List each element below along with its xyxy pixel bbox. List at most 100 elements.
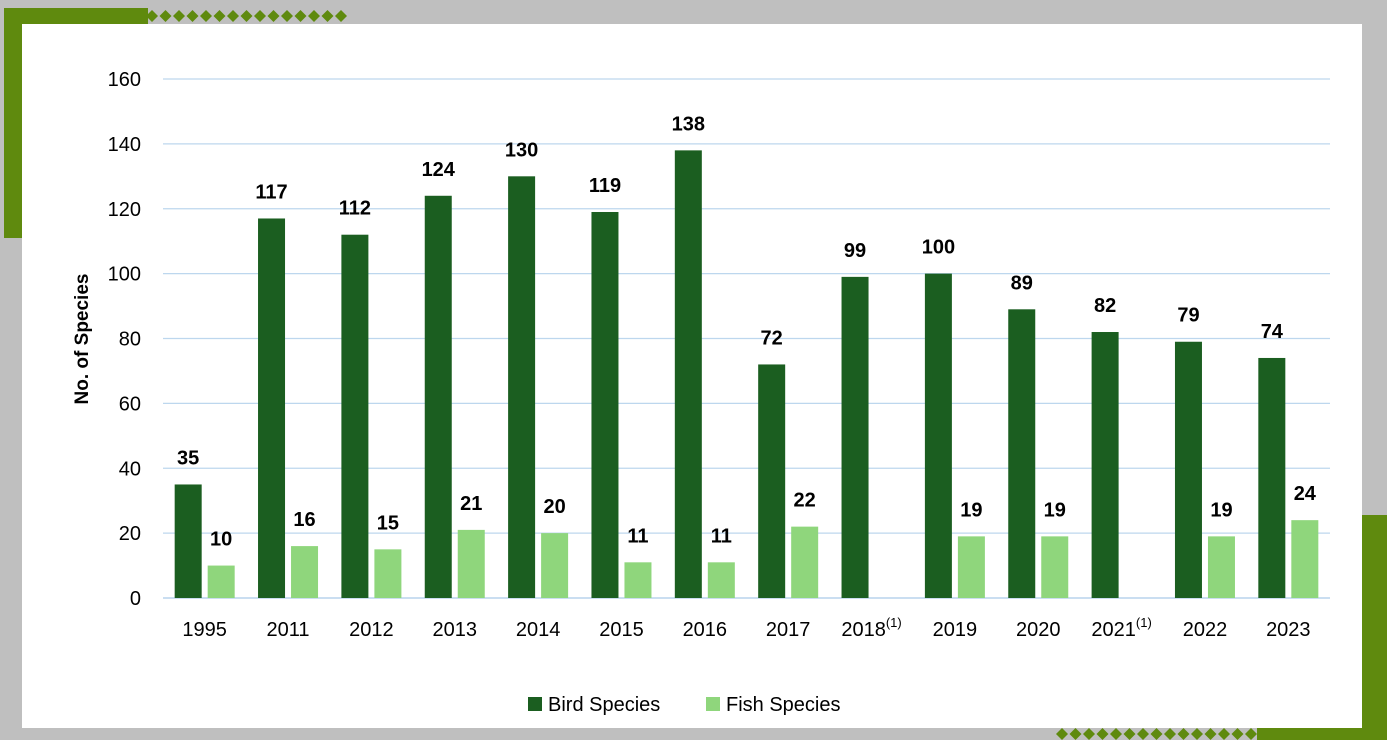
y-tick-label: 140 [108,134,141,156]
y-tick-label: 80 [119,329,141,351]
bar-fish-species [374,549,402,598]
data-label: 82 [1094,295,1116,317]
data-label: 11 [627,525,648,547]
data-label: 130 [505,139,538,161]
diamond-ornament [321,10,334,22]
diamond-ornament [1056,728,1068,740]
bar-bird-species [841,276,869,598]
bar-bird-species [591,211,619,598]
diamond-ornament [159,10,172,22]
top-diamond-strip [146,10,347,22]
bar-bird-species [341,234,369,598]
top-left-accent-bar [4,8,148,24]
diamond-ornament [1083,728,1095,740]
x-tick-label: 1995 [182,619,227,641]
data-label: 19 [960,499,982,521]
data-label: 117 [255,181,287,203]
data-label: 79 [1177,305,1199,327]
legend-label: Bird Species [548,694,660,716]
diamond-ornament [213,10,226,22]
diamond-ornament [1231,728,1244,740]
diamond-ornament [186,10,199,22]
y-tick-label: 60 [119,393,141,415]
x-tick-label: 2019 [933,619,978,641]
x-tick-label: 2013 [433,619,478,641]
right-accent-bar [1362,515,1387,740]
legend-swatch [706,697,720,711]
bar-fish-species [1291,520,1319,598]
bar-fish-species [291,546,319,598]
x-tick-label: 2023 [1266,619,1311,641]
data-label: 99 [844,240,866,262]
bar-fish-species [457,529,485,598]
bar-bird-species [174,484,202,598]
y-tick-label: 20 [119,523,141,545]
bar-bird-species [1258,357,1286,598]
data-label: 119 [589,175,621,197]
bars [174,150,1319,599]
data-labels: 35 10 117 16 112 15 124 21 130 20 119 11 138 11 72 22 99… [177,113,1317,550]
diamond-ornament [267,10,280,22]
diamond-ornament [1164,728,1176,740]
diamond-ornament [308,10,320,22]
bar-fish-species [1207,536,1235,598]
bar-bird-species [674,150,702,599]
y-tick-labels: 0 20 40 60 80 100 120 140 160 [108,69,141,610]
y-tick-label: 160 [108,69,141,91]
bar-bird-species [424,195,452,598]
diamond-ornament [1096,728,1109,740]
diamond-ornament [335,10,347,22]
data-label: 21 [460,493,482,515]
diamond-ornament [1191,728,1203,740]
data-label: 22 [794,490,816,512]
diamond-ornament [146,10,158,22]
x-tick-label: 2016 [683,619,728,641]
y-tick-label: 120 [108,199,141,221]
data-label: 15 [377,512,399,534]
diamond-ornament [1150,728,1163,740]
diamond-ornament [1123,728,1136,740]
x-tick-labels: 1995 2011 2012 2013 2014 2015 2016 2017 2018(1) 2… [182,615,1310,641]
data-label: 89 [1011,272,1033,294]
bar-bird-species [258,218,286,598]
diamond-ornament [1245,728,1257,740]
diamond-ornament [294,10,307,22]
bar-fish-species [707,562,735,598]
diamond-ornament [173,10,185,22]
y-tick-label: 100 [108,264,141,286]
diamond-ornament [240,10,253,22]
data-label: 100 [922,237,955,259]
bar-fish-species [957,536,985,598]
x-tick-label: 2017 [766,619,811,641]
data-label: 16 [293,509,315,531]
bar-bird-species [924,273,952,598]
x-tick-label: 2022 [1183,619,1228,641]
diamond-ornament [1218,728,1230,740]
data-label: 74 [1261,321,1284,343]
diamond-ornament [1137,728,1149,740]
data-label: 20 [543,496,565,518]
y-axis-title: No. of Species [72,274,93,405]
legend-label: Fish Species [726,694,841,716]
bar-bird-species [1008,309,1036,598]
bar-bird-species [508,176,536,598]
data-label: 138 [672,113,705,135]
diamond-ornament [254,10,266,22]
bar-fish-species [791,526,819,598]
data-label: 112 [339,198,371,220]
left-accent-bar [4,8,24,238]
bar-fish-species [624,562,652,598]
data-label: 124 [422,159,456,181]
x-tick-label: 2021(1) [1091,615,1151,641]
x-tick-label: 2012 [349,619,394,641]
bar-bird-species [758,364,786,598]
bar-fish-species [207,565,235,598]
data-label: 10 [210,529,232,551]
diamond-ornament [200,10,212,22]
x-tick-label: 2020 [1016,619,1061,641]
diamond-ornament [1204,728,1217,740]
bar-fish-species [1041,536,1069,598]
bar-fish-species [541,533,569,598]
data-label: 35 [177,447,199,469]
